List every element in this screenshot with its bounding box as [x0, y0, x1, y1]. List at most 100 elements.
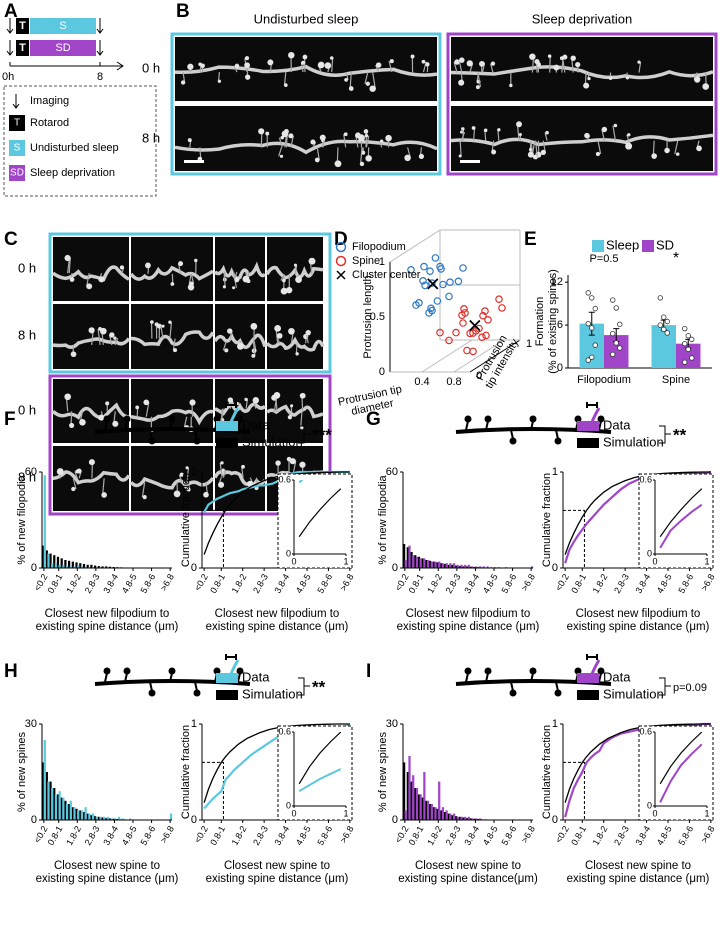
schematic-head [510, 690, 517, 697]
spine-head [155, 322, 159, 326]
inset-y-tick-label: 0 [647, 800, 652, 810]
inset-y-tick-label: 0 [286, 800, 291, 810]
data-point [686, 334, 691, 339]
spine-head [404, 155, 411, 162]
histogram-bar [416, 788, 418, 820]
schematic-head [149, 690, 156, 697]
spine-head [280, 136, 284, 140]
legend-label: Data [242, 669, 270, 684]
spine-head [71, 487, 75, 491]
spine-head [519, 133, 522, 136]
legend-symbol: T [14, 118, 20, 129]
x-tick-label: 0.8-1 [569, 572, 588, 595]
spine-head [458, 80, 464, 86]
inset-x-tick-label: 0 [652, 556, 657, 566]
x-axis-label: Closest new filpodium to [215, 608, 340, 620]
spine-head [188, 138, 192, 142]
x-axis-label: existing spine distance (μm) [567, 621, 710, 633]
spine-head [664, 148, 670, 154]
data-point [589, 296, 594, 301]
legend-label: Simulation [603, 686, 664, 701]
panel-letter: F [4, 409, 16, 430]
inset-x-tick-label: 0 [291, 556, 296, 566]
spine-head [318, 62, 325, 69]
inset-y-tick-label: 0.6 [639, 474, 652, 484]
spine-head [335, 160, 342, 167]
spine-head [369, 85, 375, 91]
histogram-bar [427, 801, 429, 820]
micrograph [451, 37, 713, 101]
annotation: * [673, 250, 679, 267]
spine-head [245, 74, 250, 79]
histogram-bar [449, 563, 451, 568]
spine-head [497, 128, 500, 131]
legend-swatch [642, 240, 654, 252]
data-point [614, 341, 619, 346]
y-tick-label: 0 [392, 814, 398, 826]
y-tick-label: 0 [392, 562, 398, 574]
histogram-bar [47, 554, 49, 568]
y-axis-label: Cumulative fraction [541, 473, 553, 567]
spine-head [288, 328, 295, 335]
spine-head [310, 140, 315, 145]
histogram-bar [423, 772, 425, 820]
y-axis-label: % of new spines [16, 731, 28, 812]
x-tick-label: 0.8-1 [208, 824, 227, 847]
spine-head [243, 276, 250, 283]
spine-head [651, 153, 657, 159]
histogram-bar [446, 563, 448, 568]
legend-label: Rotarod [30, 117, 69, 129]
spine-head [218, 80, 221, 83]
spine-head [315, 158, 320, 163]
inset-x-tick-label: 1 [343, 556, 348, 566]
data-point [682, 360, 687, 365]
spine-head [529, 53, 535, 59]
x-axis-label: existing spine distance (μm) [36, 621, 179, 633]
spine-head [545, 131, 549, 135]
spine-head [300, 393, 306, 399]
column-heading: Undisturbed sleep [254, 11, 359, 26]
x-tick-label: 3.8-4 [101, 572, 120, 595]
spine-head [98, 415, 104, 421]
schematic-head [555, 690, 562, 697]
inset-y-tick-label: 0 [286, 548, 291, 558]
inset-x-tick-label: 0 [291, 808, 296, 818]
spine-head [109, 332, 114, 337]
spine-head [189, 399, 195, 405]
data-point [610, 331, 615, 336]
spine-head [570, 55, 575, 60]
x-tick-label: 3.8-4 [633, 572, 652, 595]
spine-head [223, 285, 226, 288]
significance: p=0.09 [673, 682, 707, 694]
histogram-bar [420, 558, 422, 568]
point [421, 263, 427, 269]
data-point [589, 355, 594, 360]
data-point [617, 346, 622, 351]
spine-head [702, 83, 709, 90]
spine-head [228, 397, 233, 402]
spine-head [287, 457, 292, 462]
spine-head [187, 64, 193, 70]
spine-head [534, 156, 538, 160]
spine-head [294, 264, 297, 267]
spine-head [70, 277, 75, 282]
point [460, 320, 466, 326]
x-tick-label: 2.8-3 [251, 572, 270, 595]
schematic-head [149, 438, 156, 445]
panel-letter: A [4, 1, 18, 22]
spine-head [222, 468, 225, 471]
point [499, 305, 505, 311]
spine-head [251, 354, 255, 358]
point [446, 293, 452, 299]
point [453, 329, 459, 335]
histogram-bar [70, 801, 72, 820]
spine-head [234, 277, 239, 282]
rotarod-symbol: T [19, 42, 26, 54]
schematic-scale [587, 402, 597, 408]
histogram-bar [44, 475, 46, 568]
scale-bar [460, 160, 480, 163]
y-tick-label: 30 [386, 718, 398, 730]
spine-head [602, 127, 607, 132]
spine-head [105, 401, 109, 405]
y-tick-label: 0 [379, 366, 385, 378]
